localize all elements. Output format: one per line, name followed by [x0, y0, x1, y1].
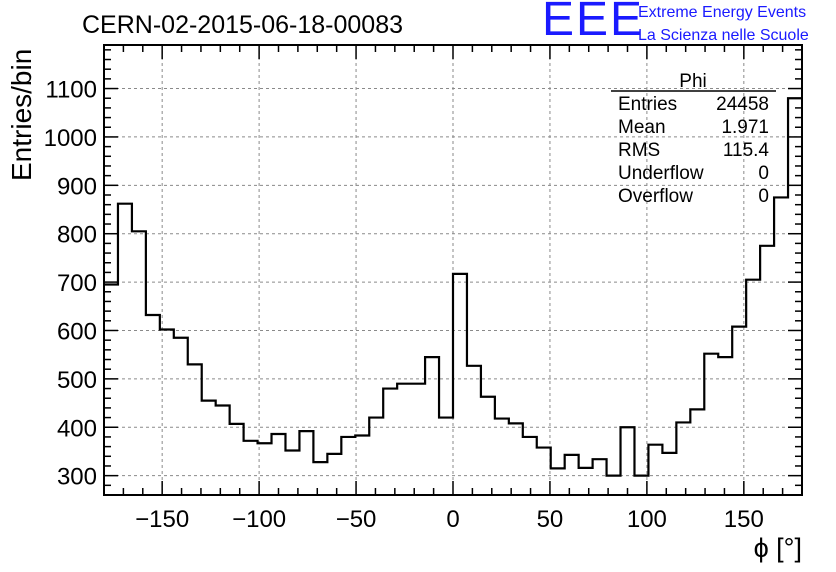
y-tick-label: 600: [57, 318, 97, 345]
x-tick-label: 150: [724, 506, 764, 533]
histogram-series-line: [104, 97, 802, 477]
eee-logo: EEE Extreme Energy Events La Scienza nel…: [542, 0, 832, 46]
stats-row-value: 0: [758, 186, 769, 207]
stats-row-label: RMS: [618, 140, 660, 161]
x-tick-label: 50: [537, 506, 564, 533]
logo-line-2: La Scienza nelle Scuole: [638, 27, 809, 44]
stats-row-label: Mean: [618, 117, 666, 138]
stats-row-label: Underflow: [618, 163, 704, 184]
x-tick-label: −50: [336, 506, 377, 533]
eee-logo-mark: EEE: [542, 0, 645, 46]
stats-row-value: 115.4: [723, 140, 770, 161]
stats-rows: Entries 24458 Mean 1.971 RMS 115.4 Underflow 0 O…: [618, 94, 769, 207]
stats-row-value: 24458: [716, 94, 769, 115]
logo-line-1: Extreme Energy Events: [638, 4, 807, 21]
x-tick-label: −100: [232, 506, 286, 533]
grid-lines: [104, 45, 802, 495]
y-axis-title: Entries/bin: [6, 49, 37, 181]
stats-row-value: 1.971: [721, 117, 769, 138]
stats-row-label: Entries: [618, 94, 677, 115]
y-tick-label: 800: [57, 222, 97, 249]
y-tick-label: 700: [57, 270, 97, 297]
y-tick-labels: 300 400 500 600 700 800 900 1000 1100: [44, 77, 97, 491]
x-tick-label: −150: [135, 506, 189, 533]
x-tick-label: 0: [446, 506, 459, 533]
chart-title: CERN-02-2015-06-18-00083: [82, 11, 403, 39]
stats-row-value: 0: [758, 163, 769, 184]
stats-row-label: Overflow: [618, 186, 693, 207]
stats-box: Phi Entries 24458 Mean 1.971 RMS 115.4 Underfl…: [611, 71, 776, 207]
x-tick-labels: −150 −100 −50 0 50 100 150: [135, 506, 764, 533]
y-tick-label: 900: [57, 173, 97, 200]
x-tick-label: 100: [627, 506, 667, 533]
stats-box-name: Phi: [679, 71, 706, 92]
y-tick-label: 400: [57, 415, 97, 442]
x-axis-title: ϕ [°]: [754, 533, 802, 563]
y-tick-label: 1000: [44, 125, 97, 152]
y-tick-label: 500: [57, 367, 97, 394]
y-tick-label: 1100: [45, 77, 97, 104]
axis-ticks: [104, 45, 802, 495]
y-tick-label: 300: [57, 464, 97, 491]
